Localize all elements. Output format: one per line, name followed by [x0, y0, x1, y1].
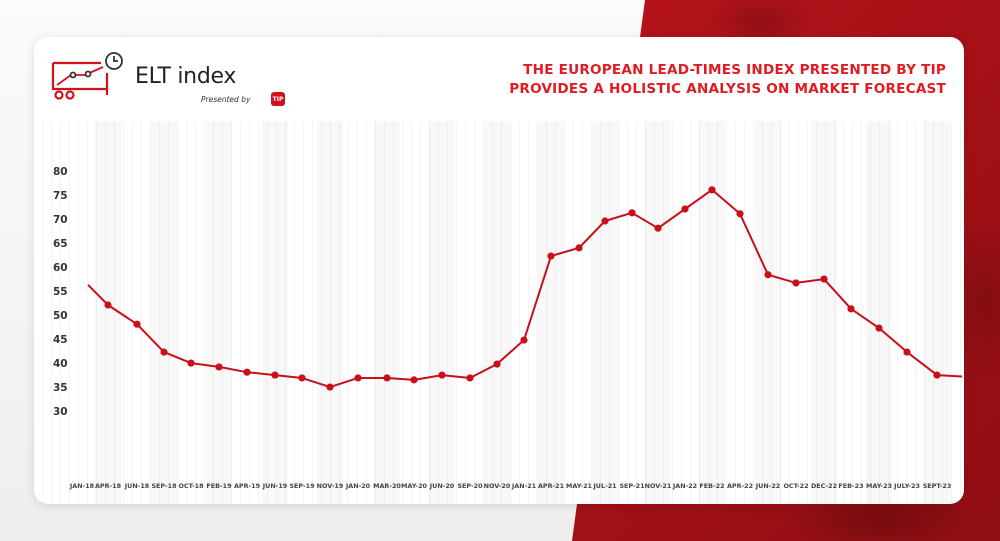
elt-logo: ELT index Presented by TIP — [49, 49, 285, 106]
data-point-marker — [160, 348, 168, 356]
data-point-marker — [493, 360, 501, 368]
data-point-marker — [933, 371, 941, 379]
x-tick-label: FEB-19 — [206, 482, 232, 490]
data-point-marker — [383, 374, 391, 382]
logo-title: ELT index — [135, 64, 237, 89]
logo-subtitle: Presented by — [201, 95, 251, 104]
data-point-marker — [466, 374, 474, 382]
x-tick-label: SEP-19 — [289, 482, 315, 490]
y-tick-label: 50 — [53, 310, 68, 322]
x-tick-label: OCT-22 — [783, 482, 809, 490]
headline: THE EUROPEAN LEAD-TIMES INDEX PRESENTED … — [509, 61, 946, 99]
x-tick-label: OCT-18 — [178, 482, 204, 490]
x-tick-label: JULY-23 — [894, 482, 920, 490]
data-point-marker — [187, 359, 195, 367]
data-point-marker — [820, 275, 828, 283]
x-tick-label: FEB-22 — [699, 482, 725, 490]
data-point-marker — [681, 205, 689, 213]
x-tick-label: FEB-23 — [838, 482, 864, 490]
y-tick-label: 30 — [53, 406, 68, 418]
tip-logo-badge: TIP — [271, 92, 285, 106]
x-tick-label: MAR-20 — [373, 482, 401, 490]
x-tick-label: JUN-18 — [124, 482, 150, 490]
data-point-marker — [410, 376, 418, 384]
data-point-marker — [104, 301, 112, 309]
x-tick-label: SEP-18 — [151, 482, 177, 490]
elt-index-card: ELT index Presented by TIP THE EUROPEAN … — [34, 37, 964, 504]
data-point-marker — [628, 209, 636, 217]
x-tick-label: MAY-20 — [401, 482, 427, 490]
x-tick-label: JAN-18 — [69, 482, 95, 490]
x-tick-label: APR-22 — [726, 482, 754, 490]
y-tick-label: 65 — [53, 238, 68, 250]
x-tick-label: MAY-21 — [566, 482, 592, 490]
x-tick-label: DEC-22 — [810, 482, 838, 490]
x-tick-label: NOV-21 — [644, 482, 672, 490]
elt-index-line — [87, 188, 963, 389]
x-tick-label: NOV-20 — [483, 482, 511, 490]
y-tick-label: 80 — [53, 166, 68, 178]
data-point-marker — [575, 244, 583, 252]
x-tick-label: SEP-20 — [457, 482, 483, 490]
x-tick-label: JAN-20 — [345, 482, 371, 490]
data-point-marker — [764, 271, 772, 279]
y-tick-label: 40 — [53, 358, 68, 370]
y-tick-label: 45 — [53, 334, 68, 346]
x-tick-label: NOV-19 — [316, 482, 344, 490]
headline-line-1: THE EUROPEAN LEAD-TIMES INDEX PRESENTED … — [523, 62, 946, 78]
data-point-marker — [847, 305, 855, 313]
data-point-marker — [354, 374, 362, 382]
truck-chart-icon — [51, 52, 123, 100]
x-tick-label: JAN-21 — [511, 482, 537, 490]
data-point-marker — [243, 368, 251, 376]
data-point-marker — [271, 371, 279, 379]
data-point-marker — [438, 371, 446, 379]
data-point-marker — [547, 252, 555, 260]
x-tick-label: SEP-21 — [619, 482, 645, 490]
x-tick-label: JAN-22 — [672, 482, 698, 490]
y-tick-label: 55 — [53, 286, 68, 298]
y-tick-label: 75 — [53, 190, 68, 202]
plot-area — [34, 121, 964, 504]
x-tick-label: SEPT-23 — [922, 482, 952, 490]
data-point-marker — [654, 224, 662, 232]
data-point-marker — [875, 324, 883, 332]
data-point-marker — [792, 279, 800, 287]
data-point-marker — [601, 217, 609, 225]
data-point-marker — [298, 374, 306, 382]
y-tick-label: 60 — [53, 262, 68, 274]
x-tick-label: JUN-20 — [429, 482, 455, 490]
data-point-marker — [708, 186, 716, 194]
x-tick-label: JUL-21 — [593, 482, 617, 490]
data-point-marker — [215, 363, 223, 371]
line-chart — [87, 186, 963, 391]
y-tick-label: 70 — [53, 214, 68, 226]
data-point-marker — [326, 383, 334, 391]
headline-line-2: PROVIDES A HOLISTIC ANALYSIS ON MARKET F… — [509, 81, 946, 97]
data-point-marker — [520, 336, 528, 344]
y-tick-label: 35 — [53, 382, 68, 394]
x-tick-label: MAY-23 — [866, 482, 892, 490]
x-tick-label: APR-18 — [94, 482, 122, 490]
x-tick-label: APR-21 — [537, 482, 565, 490]
data-point-marker — [133, 320, 141, 328]
x-tick-label: JUN-22 — [755, 482, 781, 490]
data-point-marker — [736, 210, 744, 218]
data-point-marker — [903, 348, 911, 356]
x-tick-label: JUN-19 — [262, 482, 288, 490]
x-tick-label: APR-19 — [233, 482, 261, 490]
